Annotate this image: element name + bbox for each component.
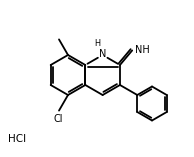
Text: HCl: HCl <box>8 134 26 144</box>
Text: Cl: Cl <box>53 114 63 124</box>
Text: N: N <box>99 49 106 59</box>
Text: H: H <box>95 39 101 48</box>
Text: NH: NH <box>135 45 150 55</box>
